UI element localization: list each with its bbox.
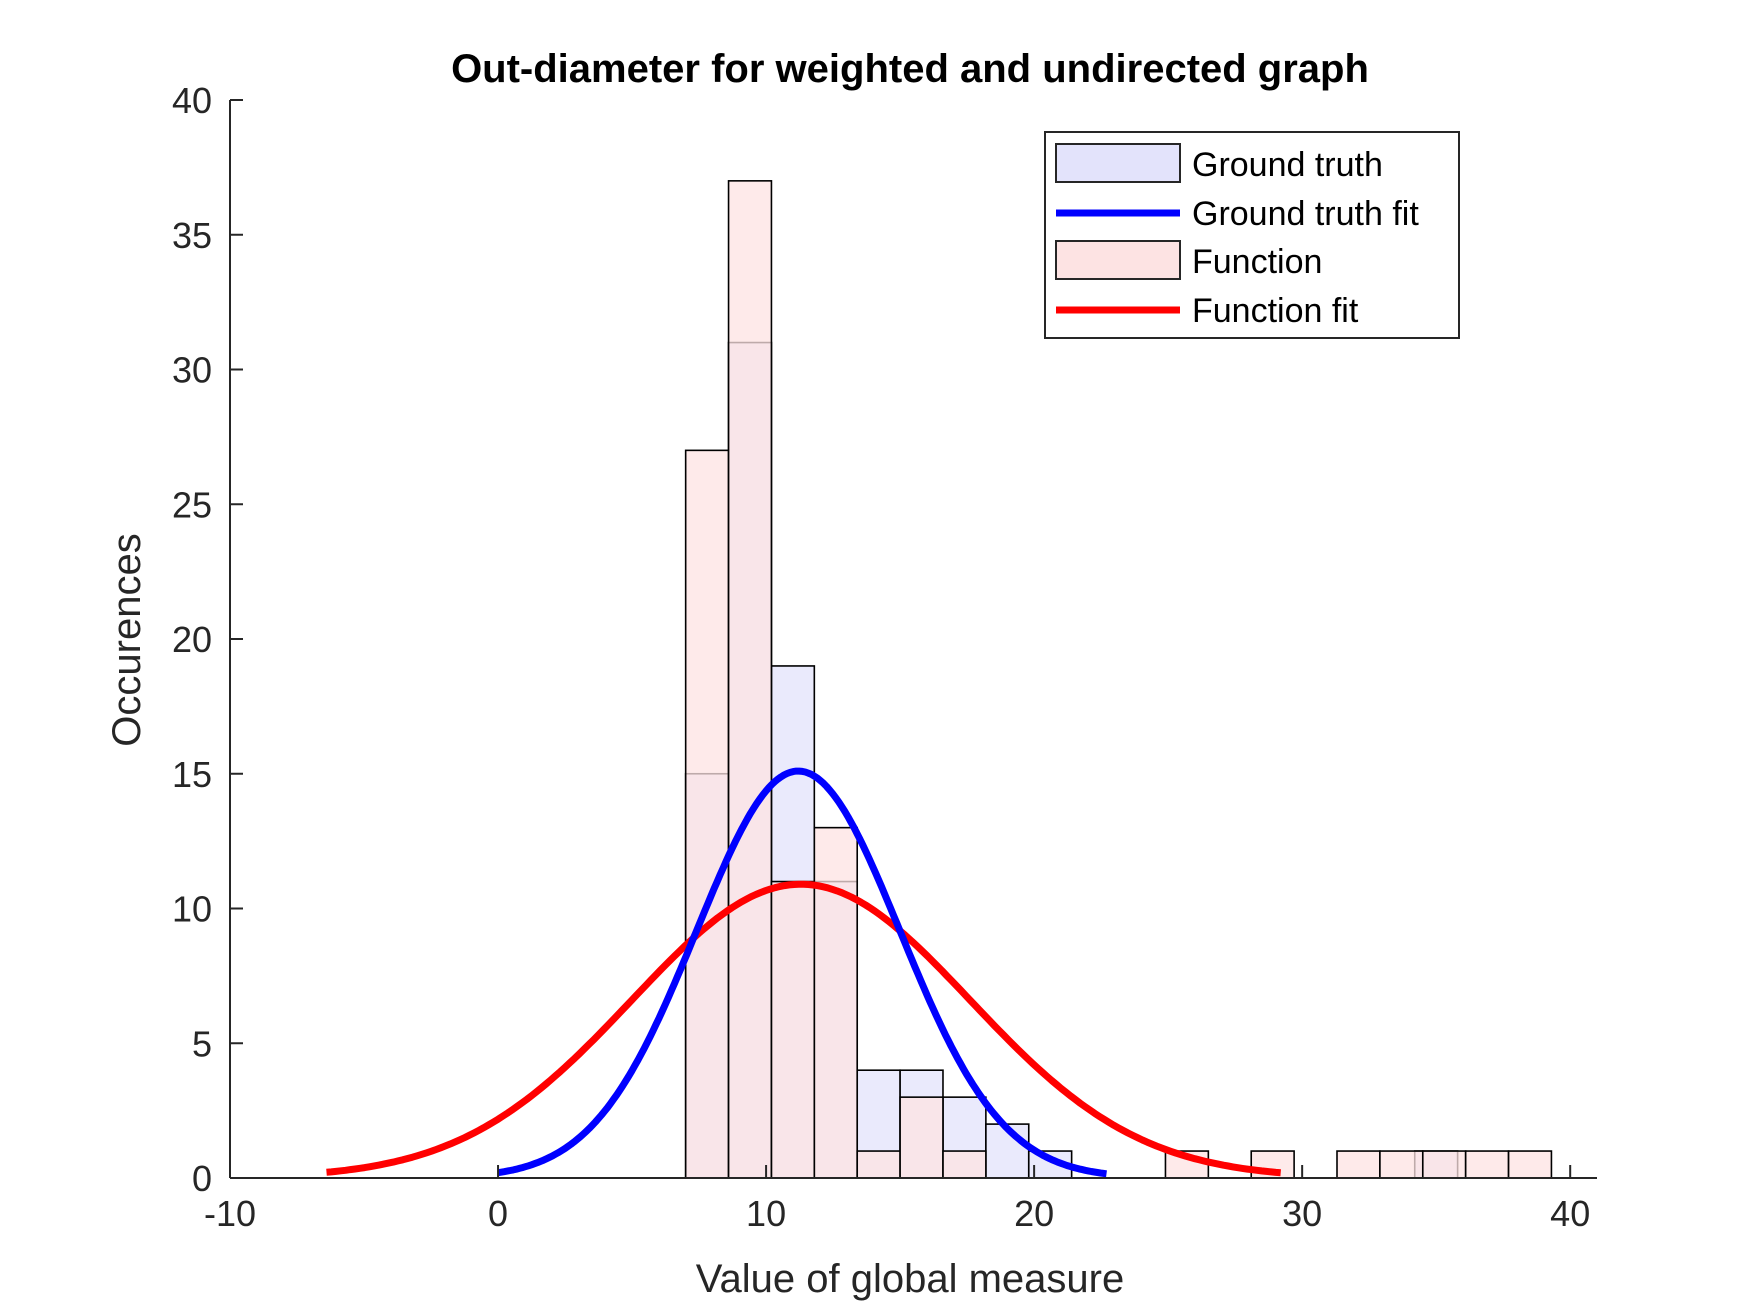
function-bar-3 xyxy=(813,826,859,1179)
x-tick-label-2: 10 xyxy=(746,1193,786,1234)
x-tick-label-5: 40 xyxy=(1550,1193,1590,1234)
legend-label-3: Function fit xyxy=(1192,292,1359,330)
legend-label-2: Function xyxy=(1192,243,1322,281)
function-bar-11 xyxy=(1421,1150,1467,1179)
plot-area xyxy=(326,180,1553,1179)
fit-curves xyxy=(326,767,1281,1178)
function-bar-4 xyxy=(856,1150,901,1179)
function-bar-1 xyxy=(727,180,773,1179)
x-tick-label-3: 20 xyxy=(1014,1193,1054,1234)
function-bar-5 xyxy=(899,1096,944,1179)
function-bar-13 xyxy=(1507,1150,1553,1179)
legend-swatch-2 xyxy=(1055,240,1181,280)
x-axis-ticks: -10 0 10 20 30 40 xyxy=(204,1165,1590,1234)
function-histogram xyxy=(684,180,1553,1179)
y-tick-label-6: 30 xyxy=(172,350,212,391)
function-bar-0 xyxy=(684,449,730,1179)
y-tick-label-1: 5 xyxy=(192,1023,212,1064)
function-bar-12 xyxy=(1464,1150,1510,1179)
y-tick-label-2: 10 xyxy=(172,889,212,930)
legend-label-0: Ground truth xyxy=(1192,146,1383,184)
chart-title: Out-diameter for weighted and undirected… xyxy=(451,47,1369,91)
y-tick-label-0: 0 xyxy=(192,1158,212,1199)
ground-truth-fit-line xyxy=(497,767,1107,1178)
x-tick-label-0: -10 xyxy=(204,1193,256,1234)
y-tick-label-7: 35 xyxy=(172,215,212,256)
x-tick-label-4: 30 xyxy=(1282,1193,1322,1234)
y-tick-label-3: 15 xyxy=(172,754,212,795)
function-bar-2 xyxy=(770,880,816,1179)
function-bar-6 xyxy=(942,1150,987,1179)
function-bar-9 xyxy=(1336,1150,1381,1179)
x-axis-label: Value of global measure xyxy=(696,1257,1124,1301)
y-axis-ticks: 0 5 10 15 20 25 30 35 40 xyxy=(172,80,243,1199)
legend-label-1: Ground truth fit xyxy=(1192,195,1419,233)
y-tick-label-5: 25 xyxy=(172,484,212,525)
function-fit-line xyxy=(326,880,1281,1177)
legend: Ground truth Ground truth fit Function Func… xyxy=(1044,131,1460,339)
y-axis-label: Occurences xyxy=(105,533,149,746)
y-tick-label-8: 40 xyxy=(172,80,212,121)
function-bar-10 xyxy=(1379,1150,1424,1179)
x-tick-label-1: 0 xyxy=(488,1193,508,1234)
y-tick-label-4: 20 xyxy=(172,619,212,660)
legend-swatch-0 xyxy=(1055,143,1181,183)
